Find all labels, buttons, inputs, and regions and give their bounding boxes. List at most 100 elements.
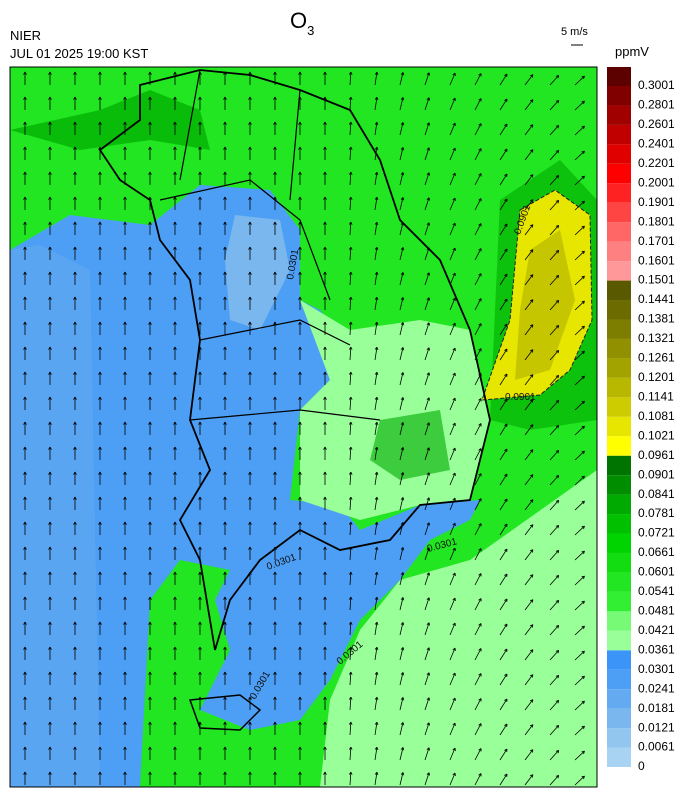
wind-arrow [524,599,534,611]
wind-arrow-head [581,375,585,380]
wind-arrow-head [400,322,405,326]
wind-arrow-head [123,671,127,675]
wind-arrow [524,74,534,86]
wind-arrow-head [348,296,353,300]
wind-arrow-head [298,196,302,200]
colorbar-label: 0.0901 [638,467,675,481]
wind-arrow-head [529,749,534,753]
wind-arrow [574,75,585,86]
wind-arrow-head [98,471,102,475]
wind-arrow [424,447,430,461]
wind-arrow [424,147,430,161]
colorbar-segment [607,552,631,573]
wind-arrow-head [504,173,508,178]
wind-arrow-head [98,271,102,275]
wind-arrow-head [581,725,585,730]
source: NIER [10,28,41,43]
wind-arrow [449,347,456,361]
wind-arrow [374,772,378,786]
wind-arrow [524,399,534,411]
wind-arrow-head [198,696,202,700]
wind-arrow-head [98,671,102,675]
wind-arrow-head [452,97,456,102]
wind-arrow-head [478,773,482,777]
wind-arrow-head [173,596,177,600]
contour-label: 0.0301 [285,248,301,280]
wind-arrow [424,197,430,211]
colorbar-label: 0.1901 [638,195,675,209]
wind-arrow-head [98,221,102,225]
wind-arrow-head [504,648,508,653]
wind-arrow [549,775,559,786]
wind-arrow-head [323,671,327,675]
wind-arrow-head [173,271,177,275]
wind-arrow-head [400,597,405,601]
wind-arrow-head [173,646,177,650]
wind-arrow-head [426,422,430,426]
wind-arrow-head [426,322,430,326]
wind-arrow-head [529,399,534,403]
wind-arrow-head [452,622,456,627]
map-frame [9,66,598,788]
wind-arrow-head [452,222,456,227]
wind-arrow-head [23,621,27,625]
wind-arrow-head [555,724,560,729]
wind-arrow-head [98,346,102,350]
wind-arrow [549,150,559,161]
wind-arrow-head [123,346,127,350]
wind-arrow-head [400,672,405,676]
wind-arrow [349,697,352,711]
colorbar-segment [607,494,631,515]
wind-arrow-head [581,400,585,405]
colorbar-label: 0.0661 [638,545,675,559]
wind-arrow-head [273,446,277,450]
wind-arrow-head [555,774,560,779]
wind-arrow-head [478,698,482,702]
wind-arrow [474,623,482,636]
wind-arrow-head [504,623,508,628]
wind-arrow-head [504,148,508,153]
wind-arrow-head [198,446,202,450]
wind-arrow [574,300,585,311]
wind-arrow-head [298,596,302,600]
wind-arrow [349,622,352,636]
wind-arrow-head [348,146,353,150]
wind-arrow-head [581,675,585,680]
wind-arrow [449,222,456,236]
wind-arrow-head [581,775,585,780]
wind-arrow-head [148,446,152,450]
wind-arrow-head [323,546,327,550]
wind-arrow [449,672,456,686]
wind-arrow-head [581,525,585,530]
wind-arrow [574,250,585,261]
wind-arrow [474,323,482,336]
wind-arrow-head [198,121,202,125]
wind-arrow [424,222,430,236]
wind-arrow [474,73,482,86]
wind-arrow [449,497,456,511]
wind-arrow [549,550,559,561]
wind-arrow [474,273,482,286]
wind-arrow-head [123,446,127,450]
wind-arrow-head [123,771,127,775]
wind-arrow-head [478,498,482,502]
wind-arrow [374,572,378,586]
wind-arrow-head [555,299,560,304]
wind-arrow-head [223,646,227,650]
colorbar-segment [607,397,631,417]
wind-arrow [574,600,585,611]
wind-arrow [474,448,482,461]
wind-arrow-head [23,96,27,100]
wind-arrow-head [248,696,252,700]
wind-arrow-head [298,696,302,700]
wind-arrow-head [374,696,379,701]
wind-arrow-head [273,621,277,625]
wind-arrow-head [529,74,534,78]
wind-arrow-head [48,146,52,150]
wind-arrow-head [223,96,227,100]
wind-arrow [374,722,378,736]
wind-arrow [399,247,404,261]
wind-arrow-head [452,772,456,777]
wind-arrow [499,298,508,311]
wind-arrow-head [452,272,456,277]
